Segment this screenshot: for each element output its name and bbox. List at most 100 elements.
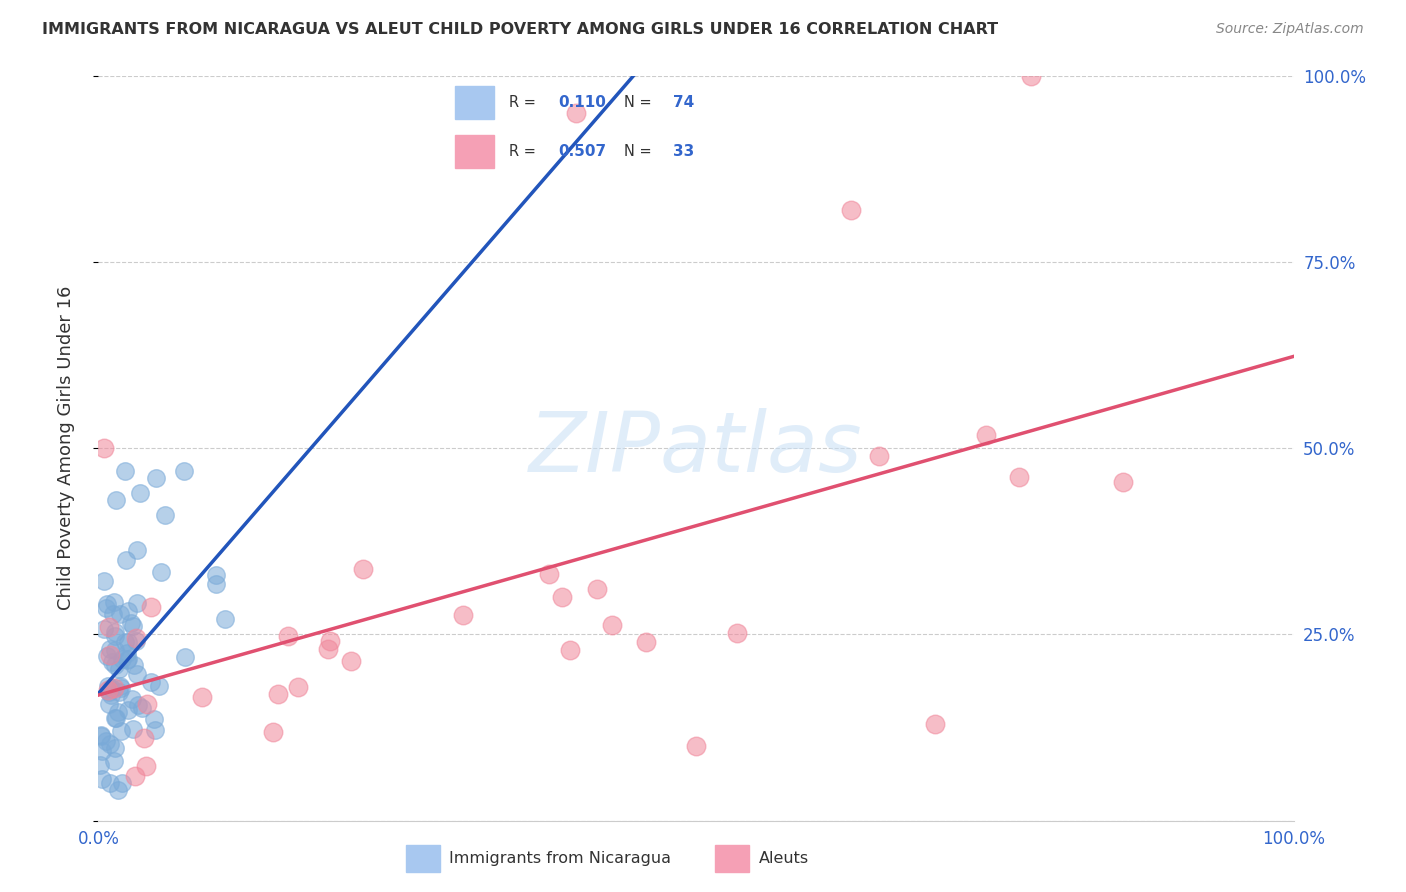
Point: [132, 731, 155, 745]
Point: [103, 755, 125, 769]
Point: [191, 690, 214, 704]
Point: [204, 567, 226, 582]
Text: R =: R =: [509, 145, 541, 159]
Point: [117, 702, 139, 716]
Point: [108, 679, 131, 693]
Point: [107, 782, 129, 797]
Point: [149, 565, 172, 579]
Point: [104, 629, 127, 643]
Point: [117, 652, 139, 666]
Point: [98, 776, 121, 790]
Point: [1008, 469, 1031, 483]
Point: [98, 648, 121, 663]
Point: [100, 681, 122, 695]
Point: [117, 635, 139, 649]
Point: [93, 442, 115, 455]
Point: [97, 683, 120, 698]
Point: [537, 567, 560, 582]
Point: [267, 687, 290, 701]
Point: [214, 612, 236, 626]
Point: [111, 652, 134, 666]
Point: [924, 716, 946, 731]
Point: [122, 722, 145, 736]
Text: Immigrants from Nicaragua: Immigrants from Nicaragua: [450, 851, 671, 866]
Point: [111, 776, 134, 790]
Bar: [406, 845, 440, 872]
Point: [107, 685, 129, 699]
Point: [974, 428, 997, 442]
Point: [110, 681, 132, 695]
Point: [96, 648, 118, 663]
Point: [104, 711, 127, 725]
Point: [105, 493, 128, 508]
Point: [90, 728, 112, 742]
Text: IMMIGRANTS FROM NICARAGUA VS ALEUT CHILD POVERTY AMONG GIRLS UNDER 16 CORRELATIO: IMMIGRANTS FROM NICARAGUA VS ALEUT CHILD…: [42, 22, 998, 37]
Point: [841, 202, 863, 217]
Text: R =: R =: [509, 95, 541, 110]
Point: [96, 600, 118, 615]
Text: 33: 33: [672, 145, 695, 159]
Point: [121, 619, 143, 633]
Point: [155, 508, 177, 523]
Point: [98, 737, 121, 751]
Bar: [456, 135, 495, 169]
Point: [114, 464, 136, 478]
Point: [93, 574, 115, 589]
Point: [586, 582, 609, 597]
Point: [602, 618, 624, 632]
Point: [97, 685, 120, 699]
Point: [97, 679, 120, 693]
Text: 0.507: 0.507: [558, 145, 606, 159]
Point: [560, 642, 582, 657]
Point: [104, 711, 127, 725]
Point: [108, 662, 131, 676]
Text: N =: N =: [624, 95, 657, 110]
Point: [318, 642, 340, 657]
Point: [91, 744, 114, 758]
Point: [565, 106, 588, 120]
Point: [319, 633, 342, 648]
Point: [127, 698, 149, 712]
Point: [115, 647, 138, 661]
Point: [725, 625, 748, 640]
Point: [90, 729, 112, 743]
Point: [104, 624, 127, 639]
Point: [131, 701, 153, 715]
Point: [122, 657, 145, 672]
Text: ZIPatlas: ZIPatlas: [529, 408, 863, 489]
Bar: [456, 86, 495, 120]
Text: 0.110: 0.110: [558, 95, 606, 110]
Point: [96, 597, 118, 611]
Point: [136, 697, 159, 711]
Point: [173, 464, 195, 478]
Point: [103, 681, 125, 695]
Point: [98, 642, 121, 657]
Point: [101, 655, 124, 669]
Point: [453, 608, 475, 623]
Point: [104, 740, 127, 755]
Text: 74: 74: [672, 95, 695, 110]
Point: [173, 650, 195, 665]
Point: [139, 675, 162, 690]
Text: N =: N =: [624, 145, 657, 159]
Point: [110, 607, 132, 621]
Point: [115, 653, 138, 667]
Point: [340, 654, 363, 668]
Point: [115, 553, 138, 567]
Point: [148, 679, 170, 693]
Point: [114, 634, 136, 648]
Point: [1019, 69, 1042, 83]
Point: [145, 471, 167, 485]
Point: [104, 643, 127, 657]
Point: [98, 697, 121, 711]
Point: [98, 620, 121, 634]
Point: [103, 595, 125, 609]
Point: [103, 607, 125, 621]
Point: [143, 723, 166, 738]
Point: [134, 758, 156, 772]
Point: [110, 723, 132, 738]
Point: [103, 658, 125, 673]
Point: [142, 712, 165, 726]
Point: [125, 596, 148, 610]
Point: [117, 604, 139, 618]
